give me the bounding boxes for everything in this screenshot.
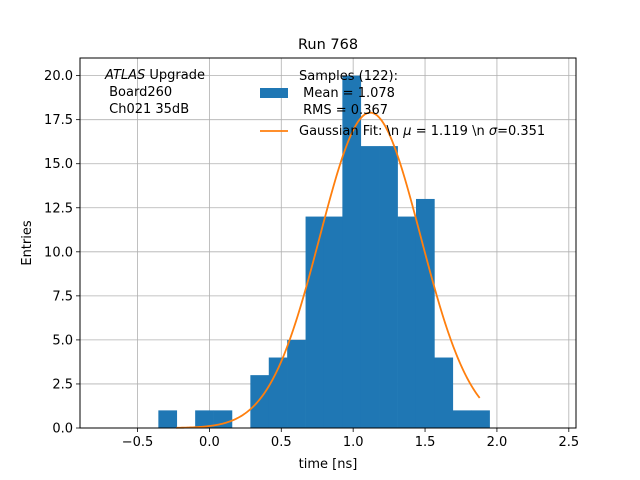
histogram-bar xyxy=(213,410,233,428)
annotation-atlas: ATLAS xyxy=(104,68,145,83)
histogram-bar xyxy=(397,216,417,428)
annotation-upgrade: Upgrade xyxy=(145,68,205,83)
legend-hist-line-1: Samples (122): xyxy=(299,69,398,84)
histogram-bar xyxy=(268,357,288,428)
x-tick-label: 2.0 xyxy=(487,435,508,450)
legend-fit-mid: = 1.119 \n xyxy=(412,124,489,139)
y-axis-label: Entries xyxy=(20,220,35,266)
axes-frame xyxy=(79,57,577,429)
histogram-bar xyxy=(452,410,472,428)
x-axis-label: time [ns] xyxy=(299,457,358,472)
annotation-line-1: ATLAS Upgrade xyxy=(104,68,205,83)
annotation-line-3: Ch021 35dB xyxy=(105,102,189,117)
legend-fit-label: Gaussian Fit: \n μ = 1.119 \n σ=0.351 xyxy=(299,124,545,139)
histogram-bar xyxy=(250,375,270,428)
histogram-bar xyxy=(158,410,178,428)
histogram-bar xyxy=(195,410,214,428)
histogram-bar xyxy=(434,357,454,428)
histogram-bars xyxy=(158,75,490,428)
legend-hist-swatch xyxy=(260,88,288,98)
x-axis-ticks: −0.5 0.0 0.5 1.0 1.5 2.0 2.5 xyxy=(122,428,579,450)
legend-hist-line-2: Mean = 1.078 xyxy=(299,86,395,101)
histogram-bar xyxy=(415,198,435,428)
legend-fit-prefix: Gaussian Fit: \n xyxy=(299,124,403,139)
x-tick-label: 1.0 xyxy=(343,435,364,450)
y-tick-label: 2.5 xyxy=(52,377,73,392)
y-tick-label: 17.5 xyxy=(44,113,73,128)
histogram-bar xyxy=(379,146,398,428)
histogram-bar xyxy=(287,339,306,428)
legend: Samples (122): Mean = 1.078 RMS = 0.367 … xyxy=(260,69,545,139)
x-tick-label: 0.5 xyxy=(271,435,292,450)
x-tick-label: 0.0 xyxy=(199,435,220,450)
y-tick-label: 0.0 xyxy=(52,422,73,437)
legend-sigma-symbol: σ xyxy=(489,124,498,139)
legend-fit-end: =0.351 xyxy=(497,124,545,139)
y-tick-label: 12.5 xyxy=(44,201,73,216)
gaussian-fit-line xyxy=(176,111,481,429)
histogram-bar xyxy=(471,410,490,428)
y-axis-ticks: 0.0 2.5 5.0 7.5 10.0 12.5 15.0 17.5 20.0 xyxy=(44,69,80,437)
annotation-line-2: Board260 xyxy=(105,85,172,100)
gaussian-fit-curve xyxy=(176,111,481,429)
histogram-bar xyxy=(305,216,325,428)
histogram-bar xyxy=(323,216,343,428)
chart-title: Run 768 xyxy=(298,37,358,53)
x-tick-label: 2.5 xyxy=(558,435,579,450)
y-tick-label: 10.0 xyxy=(44,245,73,260)
legend-mu-symbol: μ xyxy=(402,124,411,139)
y-tick-label: 5.0 xyxy=(52,333,73,348)
y-tick-label: 15.0 xyxy=(44,157,73,172)
x-tick-label: 1.5 xyxy=(415,435,436,450)
legend-hist-line-3: RMS = 0.367 xyxy=(299,103,388,118)
y-tick-label: 20.0 xyxy=(44,69,73,84)
atlas-annotation: ATLAS Upgrade Board260 Ch021 35dB xyxy=(104,68,205,117)
x-tick-label: −0.5 xyxy=(122,435,154,450)
histogram-bar xyxy=(342,75,362,428)
histogram-bar xyxy=(360,146,380,428)
y-tick-label: 7.5 xyxy=(52,289,73,304)
